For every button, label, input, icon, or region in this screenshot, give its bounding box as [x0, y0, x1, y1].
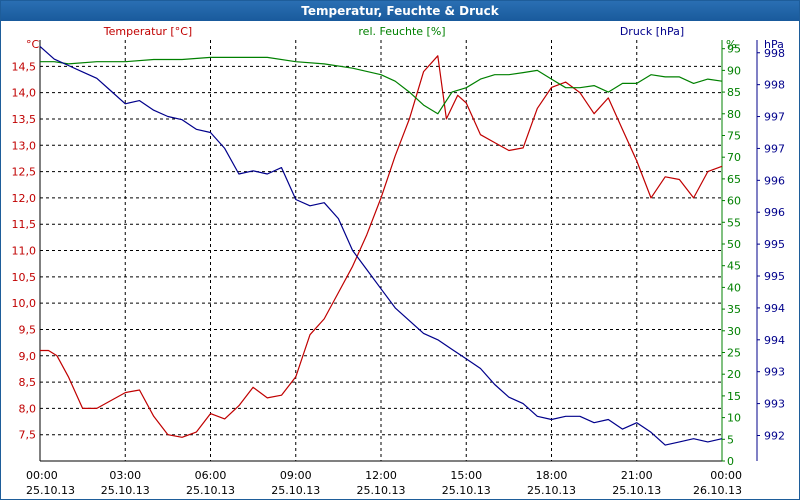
humidity-tick-label: 80	[727, 108, 741, 121]
x-tick-date: 25.10.13	[186, 484, 235, 497]
x-tick-time: 00:00	[26, 469, 58, 482]
pressure-tick-label: 993	[764, 398, 785, 411]
x-tick-date: 25.10.13	[26, 484, 75, 497]
x-tick-date: 25.10.13	[357, 484, 406, 497]
x-tick-date: 25.10.13	[527, 484, 576, 497]
pressure-tick-label: 997	[764, 142, 785, 155]
temperature-tick-label: 10,5	[12, 271, 37, 284]
humidity-tick-label: 10	[727, 412, 741, 425]
pressure-tick-label: 996	[764, 206, 785, 219]
x-tick-time: 09:00	[280, 469, 312, 482]
pressure-tick-label: 995	[764, 238, 785, 251]
pressure-axis-title: Druck [hPa]	[620, 25, 684, 38]
temperature-tick-label: 9,0	[19, 350, 37, 363]
x-tick-time: 21:00	[621, 469, 653, 482]
temperature-tick-label: 8,0	[19, 402, 37, 415]
humidity-tick-label: 50	[727, 238, 741, 251]
temperature-tick-label: 8,5	[19, 376, 37, 389]
humidity-tick-label: 95	[727, 43, 741, 56]
x-tick-time: 03:00	[109, 469, 141, 482]
chart-title: Temperatur, Feuchte & Druck	[1, 1, 799, 21]
series-line-rel-feuchte	[40, 56, 723, 115]
humidity-tick-label: 25	[727, 346, 741, 359]
pressure-tick-label: 993	[764, 366, 785, 379]
pressure-tick-label: 994	[764, 302, 785, 315]
temperature-axis-title: Temperatur [°C]	[103, 25, 192, 38]
humidity-axis-title: rel. Feuchte [%]	[358, 25, 445, 38]
x-tick-time: 15:00	[450, 469, 482, 482]
humidity-tick-label: 55	[727, 216, 741, 229]
series-line-temperatur	[40, 55, 723, 438]
x-tick-time: 00:00	[710, 469, 742, 482]
x-tick-date: 26.10.13	[693, 484, 742, 497]
x-tick-date: 25.10.13	[442, 484, 491, 497]
x-tick-date: 25.10.13	[612, 484, 661, 497]
humidity-tick-label: 40	[727, 281, 741, 294]
pressure-tick-label: 992	[764, 429, 785, 442]
humidity-tick-label: 30	[727, 325, 741, 338]
humidity-tick-label: 60	[727, 195, 741, 208]
temperature-tick-label: 13,5	[12, 113, 37, 126]
humidity-tick-label: 85	[727, 86, 741, 99]
humidity-tick-label: 75	[727, 129, 741, 142]
humidity-tick-label: 90	[727, 64, 741, 77]
humidity-tick-label: 45	[727, 260, 741, 273]
x-tick-time: 18:00	[536, 469, 568, 482]
humidity-tick-label: 15	[727, 390, 741, 403]
temperature-tick-label: 13,0	[12, 139, 37, 152]
pressure-tick-label: 994	[764, 334, 785, 347]
pressure-unit-label: hPa	[764, 38, 784, 51]
x-tick-time: 12:00	[365, 469, 397, 482]
temperature-tick-label: 7,5	[19, 429, 37, 442]
x-tick-date: 25.10.13	[271, 484, 320, 497]
series-line-druck	[39, 45, 723, 446]
humidity-tick-label: 20	[727, 368, 741, 381]
humidity-tick-label: 35	[727, 303, 741, 316]
temperature-tick-label: 12,5	[12, 166, 37, 179]
temperature-tick-label: 9,5	[19, 323, 37, 336]
temperature-tick-label: 14,0	[12, 87, 37, 100]
pressure-tick-label: 997	[764, 111, 785, 124]
pressure-tick-label: 996	[764, 174, 785, 187]
humidity-tick-label: 0	[727, 455, 734, 468]
humidity-unit-label: %	[726, 38, 736, 51]
temperature-tick-label: 12,0	[12, 192, 37, 205]
pressure-tick-label: 998	[764, 47, 785, 60]
temperature-unit-label: °C	[26, 38, 40, 51]
temperature-tick-label: 11,5	[12, 218, 37, 231]
x-tick-date: 25.10.13	[101, 484, 150, 497]
x-tick-time: 06:00	[195, 469, 227, 482]
temperature-tick-label: 10,0	[12, 297, 37, 310]
temperature-tick-label: 11,0	[12, 245, 37, 258]
pressure-tick-label: 995	[764, 270, 785, 283]
temperature-tick-label: 14,5	[12, 60, 37, 73]
humidity-tick-label: 65	[727, 173, 741, 186]
humidity-tick-label: 5	[727, 433, 734, 446]
humidity-tick-label: 70	[727, 151, 741, 164]
pressure-tick-label: 998	[764, 79, 785, 92]
